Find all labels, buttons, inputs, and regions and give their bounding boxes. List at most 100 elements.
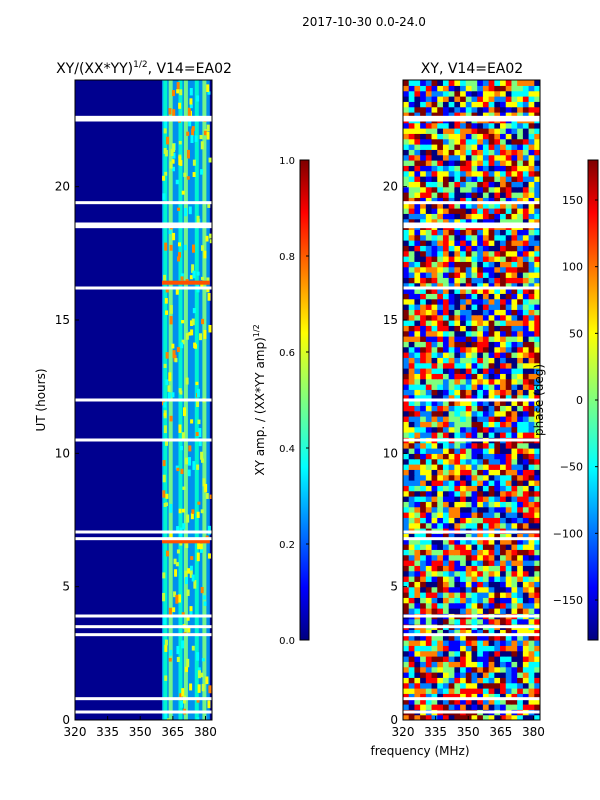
right-phase-cell (465, 128, 473, 134)
right-phase-cell (465, 469, 473, 476)
left-bright-cell (174, 569, 178, 577)
right-phase-cell (448, 181, 455, 188)
right-phase-cell (425, 704, 433, 710)
right-phase-cell (534, 416, 540, 422)
right-phase-cell (408, 186, 416, 193)
right-phase-cell (505, 693, 513, 700)
right-phase-cell (494, 250, 501, 257)
right-phase-cell (454, 320, 461, 326)
right-phase-cell (408, 640, 416, 646)
right-phase-cell (517, 426, 524, 433)
right-phase-cell (500, 512, 507, 518)
right-phase-cell (425, 570, 433, 577)
right-phase-cell (488, 693, 495, 700)
right-phase-cell (477, 640, 484, 646)
right-phase-cell (448, 346, 455, 353)
right-phase-cell (442, 442, 450, 449)
left-bright-cell (184, 626, 188, 632)
right-phase-cell (511, 368, 518, 374)
right-phase-cell (431, 165, 438, 172)
left-bright-cell (209, 494, 212, 499)
right-phase-cell (505, 186, 513, 193)
right-phase-cell (408, 474, 416, 481)
right-phase-cell (403, 256, 410, 262)
right-phase-cell (534, 453, 540, 460)
right-phase-cell (437, 656, 444, 662)
right-phase-cell (534, 533, 540, 540)
right-phase-cell (511, 90, 518, 97)
left-bright-cell (202, 595, 206, 600)
left-bright-cell (190, 419, 194, 424)
right-phase-cell (465, 80, 473, 86)
right-phase-cell (522, 512, 530, 518)
right-phase-cell (465, 464, 473, 470)
right-phase-cell (505, 218, 513, 225)
right-phase-cell (488, 522, 495, 529)
right-phase-cell (528, 394, 535, 401)
colorbar-tick-label: 0.6 (279, 348, 295, 359)
left-bright-cell (190, 512, 194, 520)
right-phase-cell (511, 357, 518, 364)
right-phase-cell (425, 160, 433, 166)
right-phase-cell (482, 218, 490, 225)
right-phase-cell (494, 522, 501, 529)
right-phase-cell (425, 666, 433, 673)
right-phase-cell (437, 666, 444, 673)
right-phase-cell (425, 416, 433, 422)
right-phase-cell (488, 282, 495, 289)
right-phase-cell (465, 85, 473, 92)
right-phase-cell (517, 554, 524, 561)
right-phase-cell (414, 458, 421, 465)
right-phase-cell (403, 144, 410, 150)
right-phase-cell (408, 176, 416, 182)
right-phase-cell (454, 218, 461, 225)
right-phase-cell (482, 650, 490, 657)
right-phase-cell (471, 309, 478, 316)
right-phase-cell (442, 506, 450, 513)
right-phase-cell (448, 298, 455, 305)
right-phase-cell (500, 421, 507, 428)
right-phase-cell (511, 394, 518, 401)
right-phase-cell (494, 704, 501, 710)
left-bright-cell (200, 280, 204, 290)
right-phase-cell (425, 714, 433, 720)
right-phase-cell (534, 229, 540, 236)
right-phase-cell (442, 554, 450, 561)
right-phase-cell (488, 645, 495, 652)
left-bright-cell (171, 343, 175, 349)
right-phase-cell (403, 693, 410, 700)
right-phase-cell (477, 218, 484, 225)
left-hot-row (161, 280, 210, 285)
x-tick-label: 380 (522, 725, 545, 739)
colorbar-tick-label: −150 (553, 594, 583, 607)
right-phase-cell (482, 192, 490, 198)
left-gap-row (75, 222, 212, 226)
right-phase-cell (420, 400, 427, 406)
right-phase-cell (460, 416, 467, 422)
right-phase-cell (488, 560, 495, 566)
right-phase-cell (460, 229, 467, 236)
right-phase-cell (528, 256, 535, 262)
right-phase-cell (477, 90, 484, 97)
left-bright-cell (172, 232, 176, 241)
left-bright-cell (176, 645, 180, 655)
right-phase-cell (414, 469, 421, 476)
right-phase-cell (522, 464, 530, 470)
right-phase-cell (517, 250, 524, 257)
right-phase-cell (471, 213, 478, 220)
right-phase-cell (528, 592, 535, 598)
right-phase-cell (522, 682, 530, 689)
right-phase-cell (471, 586, 478, 593)
right-phase-cell (482, 522, 490, 529)
right-phase-cell (431, 608, 438, 614)
right-phase-cell (442, 704, 450, 710)
left-gap-row (75, 438, 212, 442)
right-phase-cell (500, 336, 507, 342)
right-phase-cell (488, 592, 495, 598)
right-phase-cell (431, 592, 438, 598)
right-phase-cell (522, 549, 530, 556)
right-phase-cell (414, 634, 421, 641)
right-phase-cell (414, 320, 421, 326)
right-phase-cell (494, 149, 501, 156)
right-phase-cell (477, 304, 484, 310)
